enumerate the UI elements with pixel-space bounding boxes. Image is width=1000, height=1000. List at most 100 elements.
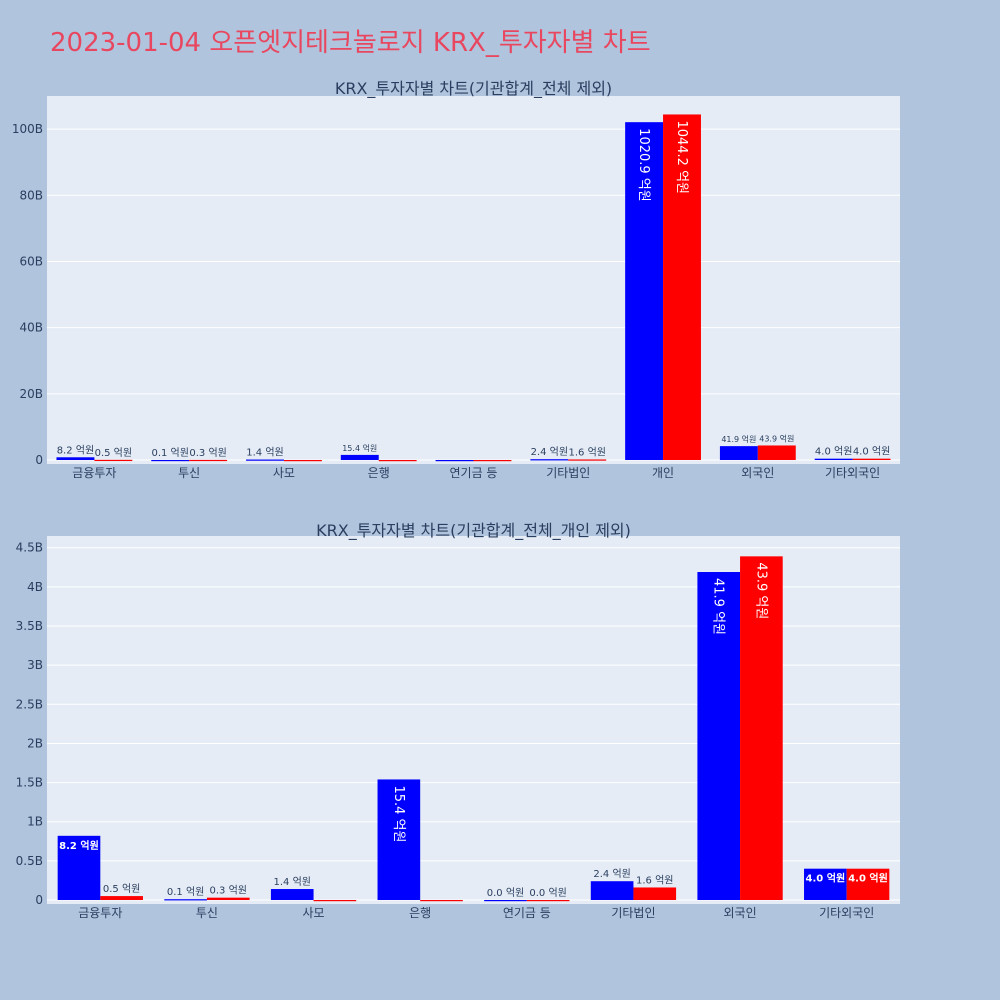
bar bbox=[56, 457, 95, 460]
data-label: 8.2 억원 bbox=[59, 839, 99, 852]
bar bbox=[420, 900, 463, 902]
data-label: 1044.2 억원 bbox=[674, 120, 689, 194]
bar bbox=[625, 122, 664, 460]
bar bbox=[270, 889, 314, 900]
data-label: 1.4 억원 bbox=[246, 447, 283, 459]
y-tick-label: 3B bbox=[27, 658, 43, 672]
chart-title: KRX_투자자별 차트(기관합계_전체 제외) bbox=[335, 79, 612, 99]
data-label: 0.3 억원 bbox=[210, 885, 247, 897]
bar bbox=[313, 900, 357, 902]
data-label: 43.9 억원 bbox=[753, 562, 768, 619]
bar bbox=[484, 900, 527, 902]
y-tick-label: 2.5B bbox=[16, 697, 43, 711]
data-label: 2.4 억원 bbox=[531, 446, 568, 458]
bar bbox=[804, 868, 847, 900]
data-label: 1.6 억원 bbox=[636, 874, 673, 886]
x-tick-label: 투신 bbox=[196, 906, 218, 920]
data-label: 41.9 억원 bbox=[721, 434, 756, 444]
data-label: 0.5 억원 bbox=[95, 447, 132, 459]
bar bbox=[846, 868, 890, 900]
x-tick-label: 기타외국인 bbox=[825, 466, 880, 480]
data-label: 0.1 억원 bbox=[151, 447, 188, 459]
data-label: 41.9 억원 bbox=[711, 578, 726, 635]
x-tick-label: 은행 bbox=[409, 905, 431, 920]
bar bbox=[663, 114, 701, 461]
x-tick-label: 기타외국인 bbox=[819, 906, 874, 920]
bar bbox=[283, 460, 322, 462]
bar bbox=[164, 899, 207, 901]
data-label: 1.4 억원 bbox=[273, 876, 310, 888]
bar bbox=[697, 572, 741, 900]
bar bbox=[590, 881, 634, 900]
y-tick-label: 20B bbox=[19, 387, 43, 401]
x-tick-label: 금융투자 bbox=[78, 906, 122, 920]
x-tick-label: 외국인 bbox=[724, 906, 757, 920]
data-label: 4.0 억원 bbox=[806, 872, 846, 885]
bar bbox=[206, 897, 250, 900]
bar bbox=[57, 835, 101, 900]
y-tick-label: 1B bbox=[27, 815, 43, 829]
y-tick-label: 0 bbox=[35, 453, 43, 467]
bar bbox=[473, 460, 512, 462]
x-tick-label: 사모 bbox=[303, 906, 325, 920]
y-tick-label: 60B bbox=[19, 254, 43, 268]
y-tick-label: 2B bbox=[27, 736, 43, 750]
page-title: 2023-01-04 오픈엣지테크놀로지 KRX_투자자별 차트 bbox=[50, 28, 651, 58]
data-label: 0.0 억원 bbox=[487, 887, 524, 899]
chart-bottom: 0 0.5B 1B 1.5B 2B 2.5B 3B 3.5B 4B 4.5B KRX_투자자별 차트… bbox=[16, 521, 900, 920]
bar bbox=[757, 445, 796, 460]
data-label: 0.3 억원 bbox=[189, 447, 226, 459]
bar bbox=[377, 779, 421, 900]
plot-area bbox=[47, 96, 900, 464]
y-tick-label: 1.5B bbox=[16, 776, 43, 790]
data-label: 43.9 억원 bbox=[759, 433, 794, 443]
x-tick-label: 외국인 bbox=[741, 466, 774, 480]
x-tick-label: 은행 bbox=[368, 465, 390, 480]
bar bbox=[530, 459, 569, 461]
y-tick-label: 4.5B bbox=[16, 541, 43, 555]
data-label: 4.0 억원 bbox=[853, 446, 890, 458]
data-label: 15.4 억원 bbox=[391, 785, 406, 842]
data-label: 1.6 억원 bbox=[568, 446, 605, 458]
bar bbox=[435, 460, 474, 462]
x-tick-label: 기타법인 bbox=[546, 466, 590, 480]
y-tick-label: 40B bbox=[19, 321, 43, 335]
bar bbox=[719, 446, 758, 460]
y-tick-label: 100B bbox=[12, 122, 43, 136]
bar bbox=[151, 459, 190, 462]
x-tick-label: 연기금 등 bbox=[503, 906, 551, 920]
chart-title: KRX_투자자별 차트(기관합계_전체_개인 제외) bbox=[316, 521, 631, 541]
bar bbox=[378, 460, 417, 462]
x-tick-label: 연기금 등 bbox=[450, 466, 498, 480]
data-label: 2.4 억원 bbox=[593, 868, 630, 880]
bar bbox=[814, 458, 853, 460]
bar bbox=[633, 887, 677, 900]
x-tick-label: 사모 bbox=[273, 466, 295, 480]
bar bbox=[94, 459, 133, 462]
data-label: 4.0 억원 bbox=[848, 872, 888, 885]
data-label: 0.0 억원 bbox=[529, 887, 566, 899]
y-tick-label: 0 bbox=[35, 893, 43, 907]
bar bbox=[852, 458, 891, 460]
bar bbox=[740, 556, 783, 900]
bar bbox=[100, 896, 143, 900]
data-label: 8.2 억원 bbox=[57, 444, 94, 456]
x-tick-label: 금융투자 bbox=[72, 466, 116, 480]
data-label: 0.5 억원 bbox=[103, 883, 140, 895]
x-tick-label: 기타법인 bbox=[611, 906, 655, 920]
data-label: 0.1 억원 bbox=[167, 886, 204, 898]
bar bbox=[246, 459, 284, 461]
data-label: 1020.9 억원 bbox=[636, 128, 651, 202]
bar bbox=[526, 900, 570, 902]
x-tick-label: 투신 bbox=[178, 466, 200, 480]
bar bbox=[189, 459, 228, 462]
bar bbox=[340, 454, 379, 460]
data-label: 15.4 억원 bbox=[342, 443, 377, 453]
y-tick-label: 3.5B bbox=[16, 619, 43, 633]
x-tick-label: 개인 bbox=[652, 466, 674, 480]
y-tick-label: 0.5B bbox=[16, 854, 43, 868]
data-label: 4.0 억원 bbox=[815, 446, 852, 458]
bar bbox=[568, 459, 607, 461]
y-tick-label: 4B bbox=[27, 580, 43, 594]
y-tick-label: 80B bbox=[19, 188, 43, 202]
